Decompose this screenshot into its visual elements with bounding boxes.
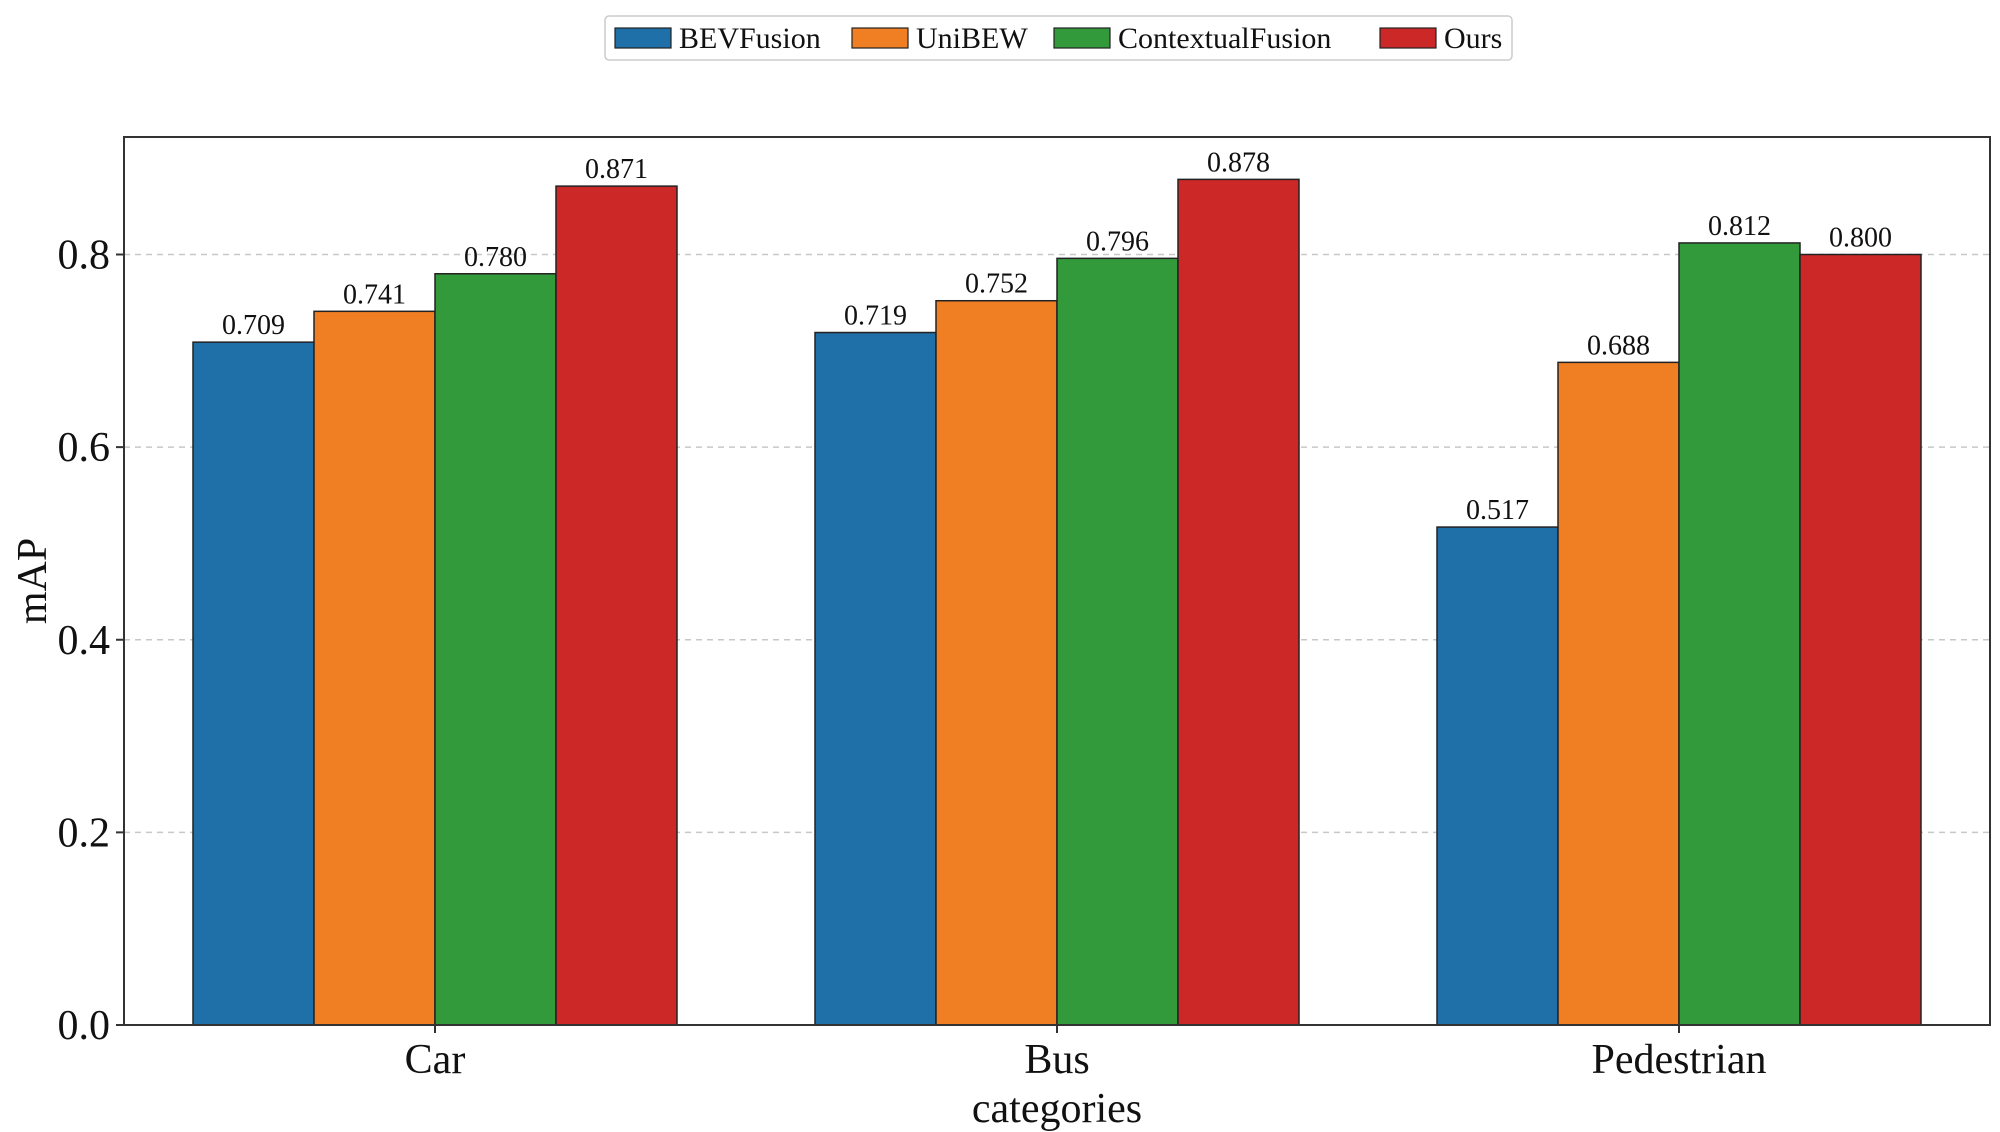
bar-ours-bus <box>1177 178 1300 1026</box>
bar-contextualfusion-bus <box>1056 257 1179 1026</box>
y-tick-label: 0.8 <box>58 233 111 279</box>
legend-label: Ours <box>1444 22 1502 55</box>
y-tick-label: 0.4 <box>58 618 111 664</box>
data-label: 0.796 <box>1086 226 1149 257</box>
x-axis-title: categories <box>972 1086 1142 1132</box>
bar-bevfusion-car <box>192 341 315 1026</box>
data-label: 0.800 <box>1829 223 1892 254</box>
bar-contextualfusion-pedestrian <box>1678 242 1801 1026</box>
x-ticks: Car Bus Pedestrian <box>405 1025 1767 1083</box>
legend-swatch <box>851 27 909 49</box>
bar-unibew-pedestrian <box>1557 361 1680 1026</box>
x-tick-label: Bus <box>1024 1037 1089 1083</box>
x-tick-label: Car <box>405 1037 466 1083</box>
data-label: 0.752 <box>965 269 1028 300</box>
bar-unibew-car <box>313 310 436 1026</box>
y-ticks: 0.0 0.2 0.4 0.6 0.8 <box>58 233 124 1049</box>
bar-unibew-bus <box>935 299 1058 1026</box>
legend: BEVFusion UniBEW ContextualFusion Ours <box>604 15 1513 61</box>
legend-label: BEVFusion <box>679 22 821 55</box>
y-tick-label: 0.2 <box>58 810 111 856</box>
data-label: 0.780 <box>464 242 527 273</box>
legend-label: UniBEW <box>916 22 1028 55</box>
data-label: 0.878 <box>1207 147 1270 178</box>
data-label: 0.812 <box>1708 211 1771 242</box>
data-label: 0.741 <box>343 279 406 310</box>
bar-ours-car <box>555 185 678 1026</box>
data-label: 0.709 <box>222 310 285 341</box>
legend-label: ContextualFusion <box>1118 22 1331 55</box>
legend-swatch <box>1053 27 1111 49</box>
bar-contextualfusion-car <box>434 273 557 1026</box>
y-tick-label: 0.6 <box>58 425 111 471</box>
data-label: 0.719 <box>844 301 907 332</box>
legend-swatch <box>614 27 672 49</box>
x-tick-label: Pedestrian <box>1592 1037 1767 1083</box>
bar-ours-pedestrian <box>1799 253 1922 1026</box>
y-axis-title: mAP <box>10 538 56 624</box>
y-tick-label: 0.0 <box>58 1003 111 1049</box>
bar-bevfusion-bus <box>814 331 937 1026</box>
legend-swatch <box>1379 27 1437 49</box>
data-label: 0.871 <box>585 154 648 185</box>
data-label: 0.517 <box>1466 495 1529 526</box>
bars <box>192 178 1922 1026</box>
data-labels: 0.709 0.741 0.780 0.871 0.719 0.752 0.796 0.878… <box>222 147 1892 526</box>
data-label: 0.688 <box>1587 330 1650 361</box>
bar-bevfusion-pedestrian <box>1436 526 1559 1026</box>
